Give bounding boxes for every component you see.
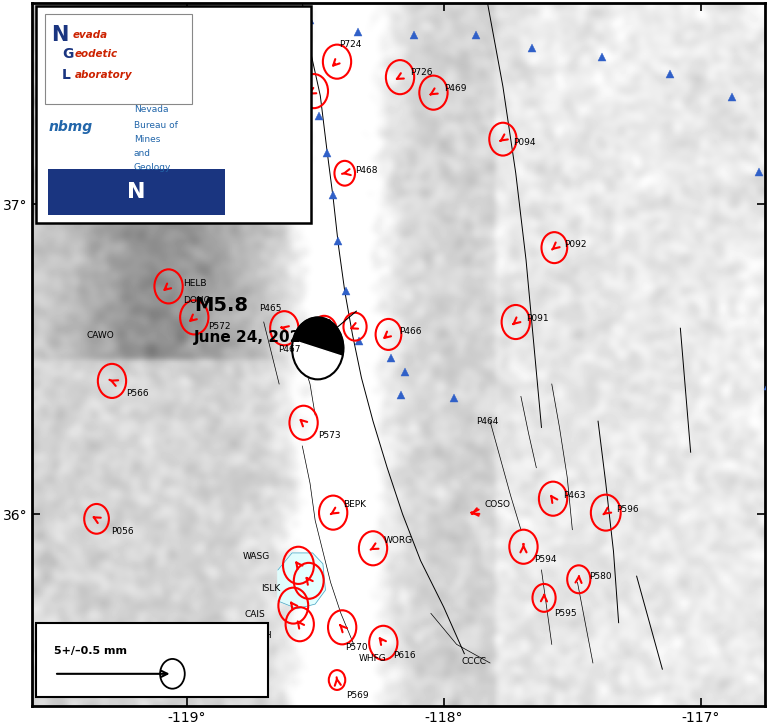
Text: Nevada: Nevada <box>134 106 168 114</box>
FancyBboxPatch shape <box>36 622 267 697</box>
Text: P091: P091 <box>526 314 548 323</box>
Text: COSO: COSO <box>485 500 511 510</box>
Text: P727: P727 <box>268 99 291 108</box>
FancyBboxPatch shape <box>36 6 311 223</box>
Text: P467: P467 <box>279 345 301 355</box>
Text: and: and <box>134 149 151 157</box>
Text: nbmg: nbmg <box>49 120 93 134</box>
Polygon shape <box>179 14 207 31</box>
Text: WORG: WORG <box>383 536 412 545</box>
Text: CCCC: CCCC <box>462 657 487 666</box>
FancyBboxPatch shape <box>45 14 192 103</box>
Text: P465: P465 <box>260 304 282 312</box>
Text: evada: evada <box>72 31 108 40</box>
Text: P595: P595 <box>554 609 577 618</box>
Text: BEPK: BEPK <box>343 500 366 510</box>
Text: P092: P092 <box>564 240 587 249</box>
Text: P469: P469 <box>444 84 466 93</box>
Text: Bureau of: Bureau of <box>134 121 177 130</box>
Text: P724: P724 <box>339 40 362 49</box>
Text: N: N <box>51 25 69 45</box>
FancyBboxPatch shape <box>48 169 225 215</box>
Text: P056: P056 <box>111 527 134 536</box>
Text: HELB: HELB <box>183 279 207 288</box>
Text: N: N <box>127 182 146 202</box>
Text: ISLK: ISLK <box>261 584 280 593</box>
Text: P466: P466 <box>399 327 421 336</box>
Text: G: G <box>62 47 73 61</box>
Text: P311: P311 <box>238 128 260 138</box>
Text: P468: P468 <box>355 166 378 175</box>
Text: P463: P463 <box>564 491 586 500</box>
Text: Mines: Mines <box>134 135 161 143</box>
Text: P573: P573 <box>318 431 340 440</box>
Text: P726: P726 <box>410 68 433 77</box>
Text: P596: P596 <box>616 505 639 514</box>
Text: CAWO: CAWO <box>87 331 114 341</box>
Text: P566: P566 <box>126 389 149 397</box>
Text: 5+/–0.5 mm: 5+/–0.5 mm <box>54 646 127 656</box>
Text: L: L <box>62 68 71 82</box>
Text: WASG: WASG <box>243 552 270 561</box>
Text: Geology: Geology <box>134 162 171 172</box>
Text: DONO: DONO <box>183 296 210 305</box>
Circle shape <box>292 317 343 379</box>
Text: June 24, 2020: June 24, 2020 <box>194 331 313 345</box>
Text: WHFG: WHFG <box>359 654 386 662</box>
Wedge shape <box>292 341 343 379</box>
Text: M5.8: M5.8 <box>194 296 248 315</box>
Text: P580: P580 <box>589 571 611 581</box>
Text: P594: P594 <box>534 555 556 563</box>
Text: P094: P094 <box>513 138 536 147</box>
Polygon shape <box>278 553 326 609</box>
Text: eodetic: eodetic <box>74 49 118 59</box>
Text: P093: P093 <box>310 319 332 328</box>
Text: CAIS: CAIS <box>244 610 265 620</box>
Text: BFSH: BFSH <box>248 630 271 640</box>
Text: P616: P616 <box>393 651 416 660</box>
Wedge shape <box>293 317 343 357</box>
Text: P572: P572 <box>208 323 231 331</box>
Text: aboratory: aboratory <box>74 70 132 79</box>
Text: P569: P569 <box>346 691 369 700</box>
Text: P570: P570 <box>345 643 367 652</box>
Text: P464: P464 <box>476 416 498 426</box>
